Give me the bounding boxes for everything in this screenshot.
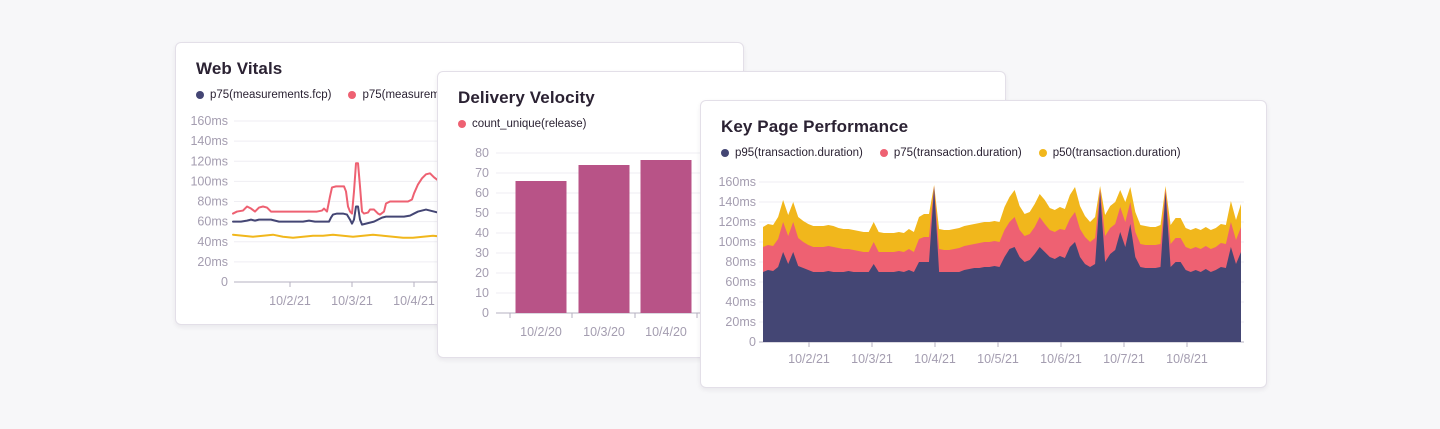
x-axis-label: 10/4/21 [914, 352, 956, 366]
x-axis-label: 10/2/21 [788, 352, 830, 366]
x-axis-label: 10/7/21 [1103, 352, 1145, 366]
y-axis-label: 60ms [197, 215, 228, 229]
legend-item[interactable]: p75(transaction.duration) [879, 147, 1022, 159]
legend-dot-icon [458, 120, 466, 128]
y-axis-label: 120ms [190, 154, 228, 168]
legend-label: count_unique(release) [472, 118, 587, 130]
bar-10/4/20[interactable] [640, 160, 692, 313]
bar-10/3/20[interactable] [578, 165, 630, 313]
y-axis-label: 40ms [725, 295, 756, 309]
x-axis-label: 10/4/20 [645, 325, 687, 339]
y-axis-label: 60ms [725, 275, 756, 289]
legend-label: p95(transaction.duration) [735, 147, 863, 159]
legend-label: p50(transaction.duration) [1052, 147, 1181, 159]
x-axis-label: 10/2/21 [269, 294, 311, 308]
x-axis-label: 10/8/21 [1166, 352, 1208, 366]
legend-item[interactable]: p75(measurement [348, 89, 456, 101]
x-axis-label: 10/3/20 [583, 325, 625, 339]
y-axis-label: 160ms [190, 114, 228, 128]
x-axis-label: 10/4/21 [393, 294, 435, 308]
p75(measurements.fcp)-line [232, 205, 457, 226]
legend-item[interactable]: p75(measurements.fcp) [196, 89, 331, 101]
legend-dot-icon [196, 91, 204, 99]
legend-item[interactable]: p95(transaction.duration) [721, 147, 863, 159]
y-axis-label: 0 [749, 335, 756, 349]
y-axis-label: 50 [475, 206, 489, 220]
y-axis-label: 120ms [718, 215, 756, 229]
x-axis-label: 10/6/21 [1040, 352, 1082, 366]
x-axis-label: 10/3/21 [851, 352, 893, 366]
chart-legend[interactable]: p75(measurements.fcp) p75(measurement [196, 89, 456, 101]
legend-dot-icon [1038, 149, 1047, 157]
widget-title: Delivery Velocity [458, 88, 595, 107]
widget-title: Web Vitals [196, 59, 283, 78]
y-axis-label: 20ms [725, 315, 756, 329]
y-axis-label: 10 [475, 286, 489, 300]
widget-title: Key Page Performance [721, 117, 909, 136]
legend-label: p75(transaction.duration) [893, 147, 1022, 159]
legend-item[interactable]: count_unique(release) [458, 118, 586, 130]
chart-legend[interactable]: p95(transaction.duration) p75(transaction… [721, 147, 1181, 159]
y-axis-label: 100ms [190, 174, 228, 188]
y-axis-label: 160ms [718, 175, 756, 189]
y-axis-label: 60 [475, 186, 489, 200]
yellow-series-line [232, 233, 454, 239]
x-axis-label: 10/2/20 [520, 325, 562, 339]
y-axis-label: 140ms [190, 134, 228, 148]
legend-item[interactable]: p50(transaction.duration) [1038, 147, 1181, 159]
y-axis-label: 20 [475, 266, 489, 280]
y-axis-label: 40ms [197, 235, 228, 249]
key-page-performance-chart: 160ms 140ms 120ms 100ms 80ms 60ms 40ms 20ms 0 10/… [718, 175, 1244, 366]
legend-dot-icon [721, 149, 729, 157]
bar-10/2/20[interactable] [515, 181, 567, 313]
y-axis-label: 30 [475, 246, 489, 260]
y-axis-label: 100ms [718, 235, 756, 249]
x-axis-label: 10/3/21 [331, 294, 373, 308]
legend-label: p75(measurements.fcp) [210, 89, 332, 101]
widget-card-key-page-performance[interactable]: Key Page Performance p95(transaction.dur… [700, 100, 1267, 388]
y-axis-label: 40 [475, 226, 489, 240]
legend-label: p75(measurement [362, 89, 456, 101]
y-axis-label: 140ms [718, 195, 756, 209]
y-axis-label: 80ms [725, 255, 756, 269]
chart-legend[interactable]: count_unique(release) [458, 118, 586, 130]
p95(transaction.duration)-area [763, 187, 1241, 342]
y-axis-label: 80ms [197, 195, 228, 209]
legend-dot-icon [348, 91, 357, 99]
p75(measurement-line [232, 162, 457, 216]
y-axis-label: 70 [475, 166, 489, 180]
y-axis-label: 80 [475, 146, 489, 160]
y-axis-label: 0 [482, 306, 489, 320]
x-axis-label: 10/5/21 [977, 352, 1019, 366]
y-axis-label: 0 [221, 275, 228, 289]
legend-dot-icon [879, 149, 888, 157]
y-axis-label: 20ms [197, 255, 228, 269]
